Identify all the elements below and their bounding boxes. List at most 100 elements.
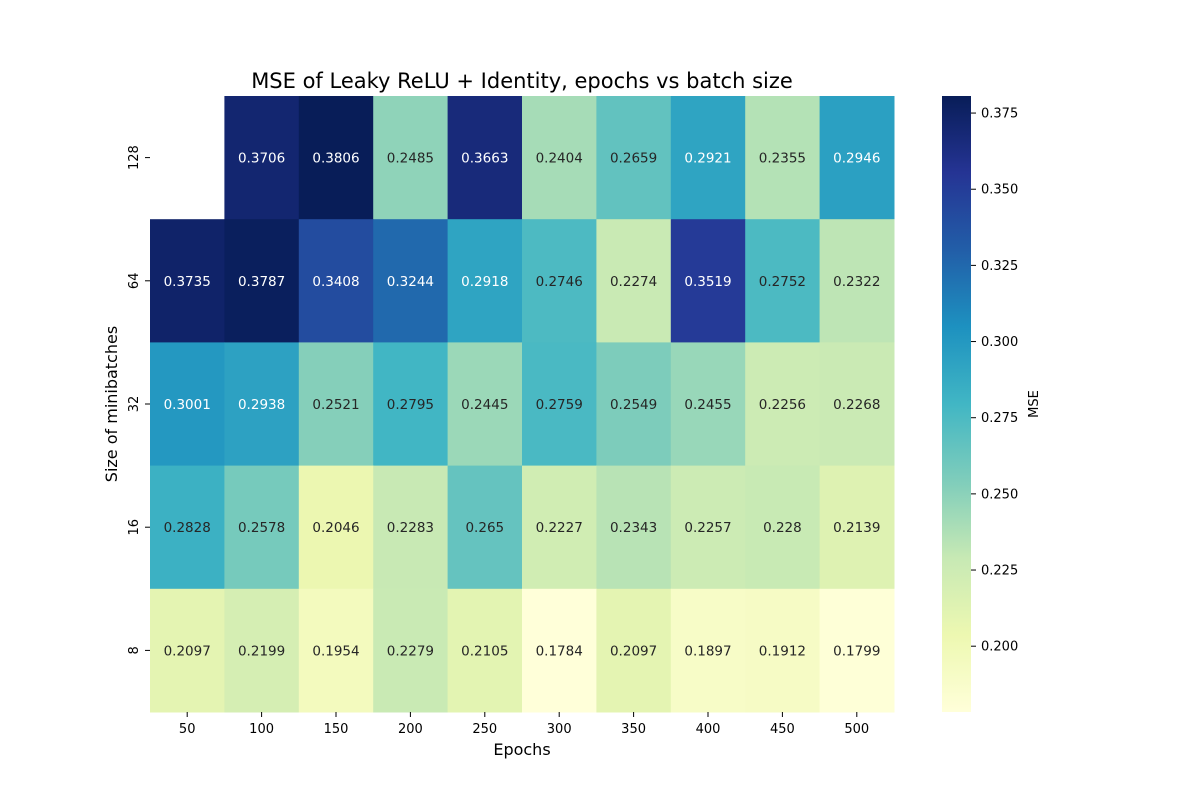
heatmap-cell xyxy=(745,465,821,590)
cell-annotation: 0.265 xyxy=(465,520,504,536)
heatmap-cell xyxy=(670,342,746,467)
cell-annotation: 0.2343 xyxy=(610,520,657,536)
cell-annotation: 0.2918 xyxy=(461,274,508,290)
heatmap-cell xyxy=(819,465,895,590)
heatmap-cell xyxy=(447,96,523,220)
heatmap-cell xyxy=(670,96,746,220)
y-axis-label: Size of minibatches xyxy=(102,326,121,482)
heatmap-cell xyxy=(150,219,225,343)
cell-annotation: 0.2322 xyxy=(833,274,880,290)
cell-annotation: 0.2257 xyxy=(684,520,731,536)
cell-annotation: 0.2455 xyxy=(684,397,731,413)
colorbar xyxy=(942,96,971,712)
cell-annotation: 0.2268 xyxy=(833,397,880,413)
heatmap-cell xyxy=(522,342,597,467)
heatmap-cell xyxy=(224,465,300,590)
heatmap-cell xyxy=(819,588,895,713)
heatmap-cell xyxy=(819,219,895,343)
cell-annotation: 0.2105 xyxy=(461,643,508,659)
cell-annotation: 0.2139 xyxy=(833,520,880,536)
heatmap-cell xyxy=(447,342,523,467)
cell-annotation: 0.3001 xyxy=(164,397,211,413)
cell-annotation: 0.1799 xyxy=(833,643,880,659)
heatmap-cell xyxy=(298,342,374,467)
heatmap-cell xyxy=(522,96,597,220)
cell-annotation: 0.2659 xyxy=(610,151,657,167)
heatmap-cell xyxy=(596,219,672,343)
y-axis: 128 64 32 16 8 xyxy=(127,145,150,655)
heatmap-cell xyxy=(596,96,672,220)
heatmap-cell xyxy=(373,96,449,220)
x-tick-label: 150 xyxy=(324,722,349,737)
cell-annotation: 0.3663 xyxy=(461,151,508,167)
heatmap-annotations: 0.3706 0.3806 0.2485 0.3663 0.2404 0.2659 0.29… xyxy=(164,151,881,660)
heatmap-cell xyxy=(745,342,821,467)
heatmap-cell xyxy=(596,465,672,590)
x-tick-label: 200 xyxy=(398,722,423,737)
x-tick-label: 50 xyxy=(179,722,196,737)
colorbar-tick-label: 0.325 xyxy=(981,259,1018,274)
heatmap-cell xyxy=(596,588,672,713)
cell-annotation: 0.3806 xyxy=(312,151,359,167)
cell-annotation: 0.1897 xyxy=(684,643,731,659)
cell-annotation: 0.2274 xyxy=(610,274,657,290)
heatmap-cell xyxy=(745,588,821,713)
colorbar-tick-label: 0.275 xyxy=(981,411,1018,426)
y-tick-label: 128 xyxy=(127,145,142,170)
colorbar-tick-label: 0.225 xyxy=(981,564,1018,579)
x-tick-label: 400 xyxy=(696,722,721,737)
heatmap-cell xyxy=(224,219,300,343)
x-tick-label: 500 xyxy=(844,722,869,737)
x-tick-label: 450 xyxy=(770,722,795,737)
cell-annotation: 0.3519 xyxy=(684,274,731,290)
cell-annotation: 0.2938 xyxy=(238,397,285,413)
x-axis: 50 100 150 200 250 300 350 400 450 500 xyxy=(179,712,869,737)
y-tick-label: 8 xyxy=(127,646,142,654)
colorbar-tick-label: 0.300 xyxy=(981,335,1018,350)
cell-annotation: 0.2279 xyxy=(387,643,434,659)
cell-annotation: 0.2752 xyxy=(759,274,806,290)
heatmap-cell xyxy=(447,219,523,343)
heatmap-cell xyxy=(670,219,746,343)
heatmap-cell xyxy=(298,96,374,220)
cell-annotation: 0.2946 xyxy=(833,151,880,167)
heatmap-cell xyxy=(745,96,821,220)
heatmap-cell xyxy=(745,219,821,343)
colorbar-tick-label: 0.200 xyxy=(981,640,1018,655)
cell-annotation: 0.1954 xyxy=(312,643,359,659)
heatmap-cell xyxy=(522,219,597,343)
heatmap-cell xyxy=(670,465,746,590)
cell-annotation: 0.2549 xyxy=(610,397,657,413)
colorbar-ticks: 0.200 0.225 0.250 0.275 0.300 0.325 0.350 0.375 xyxy=(971,107,1018,655)
heatmap-cell xyxy=(224,96,300,220)
heatmap-cell xyxy=(819,342,895,467)
x-tick-label: 350 xyxy=(621,722,646,737)
heatmap-cell xyxy=(298,465,374,590)
heatmap-cell xyxy=(150,342,225,467)
colorbar-tick-label: 0.375 xyxy=(981,107,1018,122)
heatmap-cell xyxy=(373,588,449,713)
cell-annotation: 0.1912 xyxy=(759,643,806,659)
cell-annotation: 0.2746 xyxy=(536,274,583,290)
heatmap-cell xyxy=(298,588,374,713)
heatmap-cell xyxy=(447,588,523,713)
heatmap-cell xyxy=(224,342,300,467)
heatmap-cell xyxy=(373,342,449,467)
colorbar-label: MSE xyxy=(1027,390,1042,418)
heatmap-cell xyxy=(224,588,300,713)
cell-annotation: 0.2485 xyxy=(387,151,434,167)
heatmap-cell xyxy=(522,465,597,590)
cell-annotation: 0.2521 xyxy=(312,397,359,413)
cell-annotation: 0.2097 xyxy=(164,643,211,659)
y-tick-label: 64 xyxy=(127,273,142,290)
cell-annotation: 0.3787 xyxy=(238,274,285,290)
cell-annotation: 0.2355 xyxy=(759,151,806,167)
y-tick-label: 16 xyxy=(127,519,142,536)
chart-title: MSE of Leaky ReLU + Identity, epochs vs … xyxy=(251,69,793,93)
cell-annotation: 0.2097 xyxy=(610,643,657,659)
cell-annotation: 0.2759 xyxy=(536,397,583,413)
heatmap-cell xyxy=(373,465,449,590)
cell-annotation: 0.2921 xyxy=(684,151,731,167)
